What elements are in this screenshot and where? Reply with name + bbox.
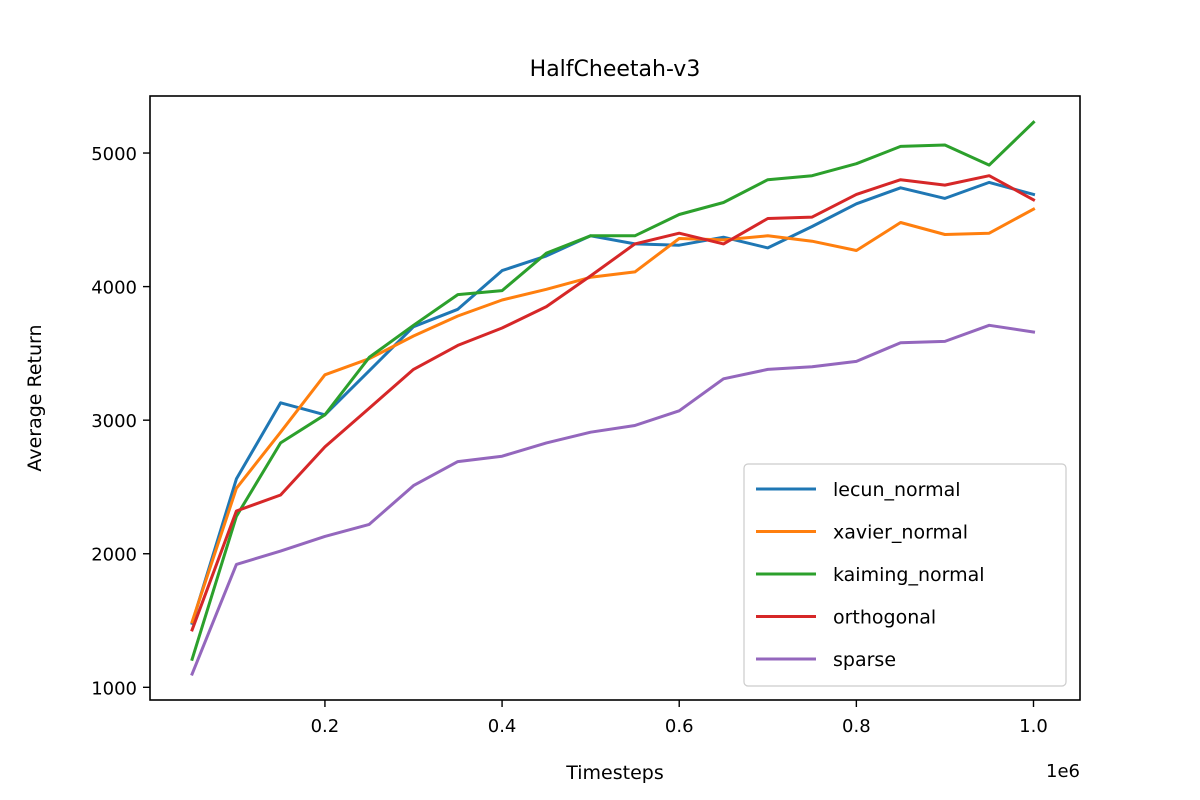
y-axis-ticks: 1000 2000 3000 4000 5000 xyxy=(91,144,150,699)
legend-label: sparse xyxy=(833,649,896,671)
x-axis-offset-label: 1e6 xyxy=(1046,761,1080,782)
legend: lecun_normal xavier_normal kaiming_normalo… xyxy=(743,463,1067,687)
series-line-sparse xyxy=(190,323,1036,676)
x-tick-label: 0.8 xyxy=(842,716,871,737)
y-tick-label: 3000 xyxy=(91,411,137,432)
chart-title: HalfCheetah-v3 xyxy=(530,57,701,82)
x-tick-label: 0.6 xyxy=(665,716,694,737)
x-tick-label: 0.4 xyxy=(488,716,517,737)
y-tick-label: 1000 xyxy=(91,678,137,699)
y-axis-label: Average Return xyxy=(24,324,46,471)
series-line-orthogonal xyxy=(190,174,1036,632)
x-tick-label: 0.2 xyxy=(311,716,340,737)
x-axis-label: Timesteps xyxy=(565,762,664,784)
legend-box xyxy=(743,463,1067,687)
y-tick-label: 5000 xyxy=(91,144,137,165)
legend-label: kaiming_normal xyxy=(833,564,985,586)
legend-label: xavier_normal xyxy=(833,522,968,544)
legend-label: orthogonal xyxy=(833,607,936,629)
series-line-xavier-normal xyxy=(190,207,1036,624)
x-tick-label: 1.0 xyxy=(1019,716,1048,737)
series-line-kaiming-normal xyxy=(190,120,1036,662)
y-tick-label: 4000 xyxy=(91,278,137,299)
y-tick-label: 2000 xyxy=(91,545,137,566)
x-axis-ticks: 0.2 0.4 0.6 0.8 1.0 xyxy=(311,700,1048,737)
legend-label: lecun_normal xyxy=(833,479,961,501)
series-lines xyxy=(190,120,1036,676)
plot-frame xyxy=(149,95,1081,701)
